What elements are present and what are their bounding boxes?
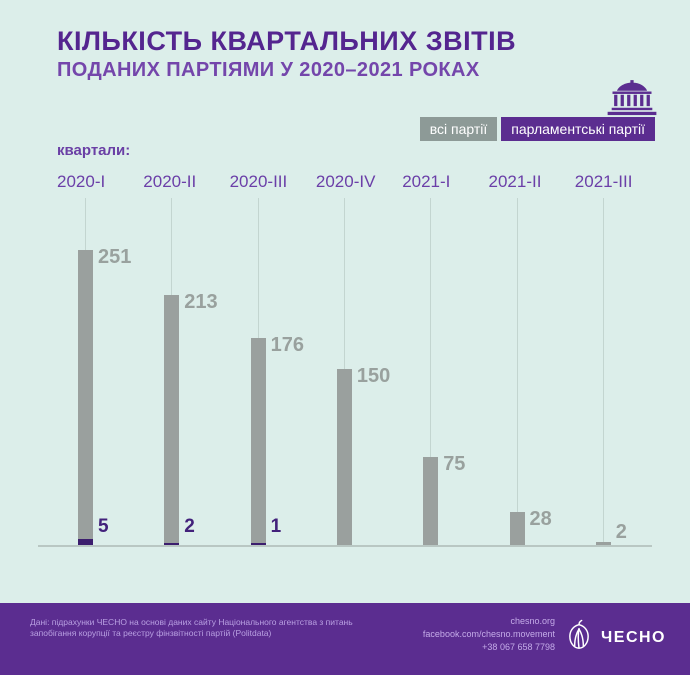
- legend: всі партії парламентські партії: [419, 117, 655, 141]
- chart-column: 2020-III 176 1: [230, 0, 317, 545]
- chart-column: 2020-I 251 5: [57, 0, 144, 545]
- chesno-logo: ЧЕСНО: [565, 619, 666, 656]
- legend-parliamentary-parties[interactable]: парламентські партії: [501, 117, 655, 141]
- page-title: КІЛЬКІСТЬ КВАРТАЛЬНИХ ЗВІТІВ: [57, 26, 517, 56]
- phone-number: +38 067 658 7798: [482, 642, 555, 652]
- chart-column: 2021-III 2: [575, 0, 662, 545]
- brand-name: ЧЕСНО: [601, 628, 666, 646]
- gridline: [516, 198, 518, 545]
- bar-all-parties: [595, 542, 611, 545]
- bar-all-parties: [336, 368, 352, 545]
- gridline: [602, 198, 604, 545]
- legend-all-parties[interactable]: всі партії: [419, 117, 498, 141]
- parliamentary-value-label: 1: [270, 516, 282, 537]
- quarters-axis-label: квартали:: [57, 142, 131, 159]
- bar-value-label: 213: [184, 290, 218, 313]
- chart-column: 2021-II 28: [489, 0, 576, 545]
- chart-column: 2020-IV 150: [316, 0, 403, 545]
- category-label: 2021-II: [488, 172, 542, 191]
- bar-all-parties: [509, 512, 525, 545]
- category-label: 2020-IV: [315, 172, 376, 191]
- bar-parliamentary: [164, 542, 180, 545]
- chart-column: 2020-II 213 2: [143, 0, 230, 545]
- website-link[interactable]: chesno.org: [510, 616, 555, 626]
- category-label: 2021-III: [574, 172, 633, 191]
- bar-all-parties: [423, 456, 439, 545]
- chart-baseline: [38, 545, 652, 547]
- source-note: Дані: підрахунки ЧЕСНО на основі даних с…: [30, 617, 353, 638]
- gridline: [430, 198, 432, 545]
- bar-value-label: 2: [615, 521, 627, 543]
- bar-value-label: 75: [443, 452, 466, 475]
- category-label: 2020-III: [229, 172, 288, 191]
- category-label: 2021-I: [402, 172, 451, 191]
- footer: Дані: підрахунки ЧЕСНО на основі даних с…: [0, 603, 690, 675]
- bar-all-parties: [250, 338, 266, 545]
- bar-value-label: 176: [270, 334, 304, 357]
- garlic-icon: [565, 619, 593, 656]
- page-subtitle: ПОДАНИХ ПАРТІЯМИ У 2020–2021 РОКАХ: [57, 59, 480, 81]
- parliament-building-icon: [606, 80, 658, 121]
- category-label: 2020-II: [143, 172, 197, 191]
- parliamentary-value-label: 5: [98, 516, 109, 537]
- chart-column: 2021-I 75: [402, 0, 489, 545]
- bar-parliamentary: [250, 543, 266, 545]
- bar-all-parties: [78, 250, 93, 545]
- category-label: 2020-I: [57, 172, 106, 191]
- bar-value-label: 150: [356, 364, 391, 387]
- facebook-link[interactable]: facebook.com/chesno.movement: [422, 629, 555, 639]
- bar-value-label: 251: [98, 246, 132, 268]
- bar-parliamentary: [78, 539, 93, 545]
- bar-chart: 2020-I 251 5 2020-II 213 2 2020-III 176 1 2020-IV…: [57, 0, 662, 545]
- bar-all-parties: [164, 294, 180, 545]
- bar-value-label: 28: [529, 508, 552, 531]
- contact-links: chesno.org facebook.com/chesno.movement …: [423, 615, 555, 654]
- parliamentary-value-label: 2: [184, 516, 195, 537]
